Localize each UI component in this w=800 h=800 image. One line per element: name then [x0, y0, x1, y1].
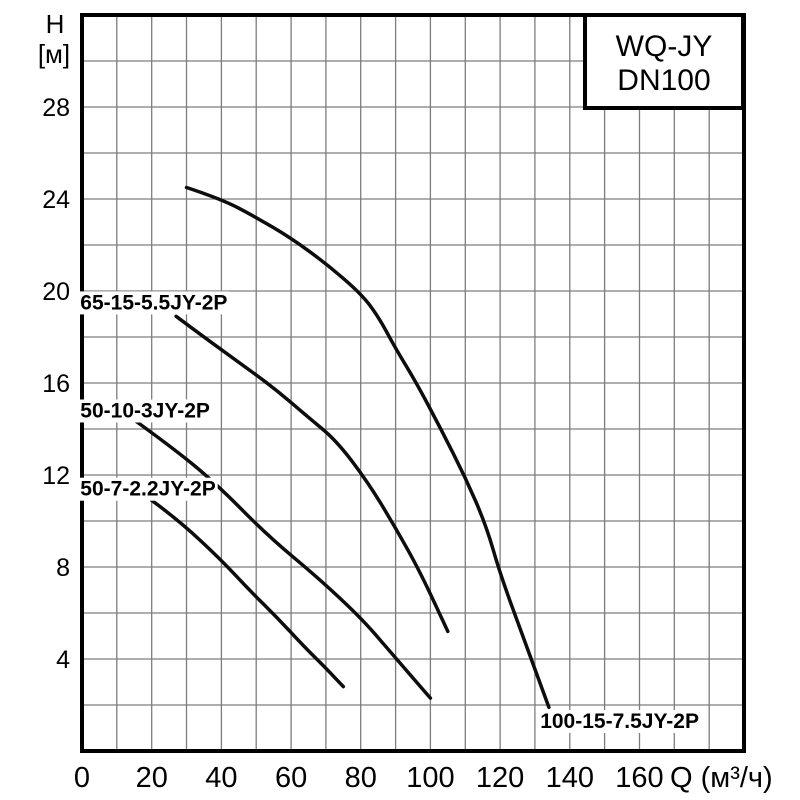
- x-tick-label-40: 40: [205, 762, 237, 794]
- x-tick-label-140: 140: [546, 762, 594, 794]
- title-line-1: WQ-JY: [616, 30, 713, 63]
- plot-border: [80, 13, 746, 753]
- y-tick-label-20: 20: [42, 278, 70, 306]
- curve-100-15-7.5JY-2P: [184, 185, 551, 710]
- curve-50-7-2.2JY-2P: [149, 498, 346, 689]
- y-axis-unit: [м]: [38, 39, 70, 69]
- curve-label-background: [78, 399, 212, 423]
- y-tick-label-12: 12: [42, 462, 70, 490]
- y-tick-label-8: 8: [56, 554, 70, 582]
- x-tick-label-20: 20: [136, 762, 168, 794]
- curve-label-65-15-5.5JY-2P: 65-15-5.5JY-2P: [80, 291, 227, 314]
- y-tick-label-24: 24: [42, 186, 70, 214]
- x-tick-label-160: 160: [615, 762, 663, 794]
- y-tick-label-4: 4: [56, 646, 70, 674]
- curve-65-15-5.5JY-2P: [174, 314, 450, 634]
- x-axis-title: Q (м³/ч): [670, 762, 773, 794]
- curve-label-100-15-7.5JY-2P: 100-15-7.5JY-2P: [540, 710, 699, 733]
- x-tick-label-120: 120: [476, 762, 524, 794]
- curve-label-background: [78, 291, 230, 315]
- y-tick-label-16: 16: [42, 370, 70, 398]
- y-axis-title: H: [46, 9, 65, 39]
- title-box: [583, 13, 745, 110]
- y-tick-label-28: 28: [42, 94, 70, 122]
- curve-label-50-10-3JY-2P: 50-10-3JY-2P: [80, 400, 210, 423]
- x-tick-label-100: 100: [406, 762, 454, 794]
- x-tick-label-80: 80: [345, 762, 377, 794]
- curve-50-10-3JY-2P: [129, 415, 433, 700]
- curve-label-background: [78, 477, 218, 501]
- curve-label-background: [538, 710, 701, 733]
- curve-label-50-7-2.2JY-2P: 50-7-2.2JY-2P: [80, 478, 215, 501]
- x-tick-label-60: 60: [275, 762, 307, 794]
- x-tick-label-0: 0: [74, 762, 90, 794]
- title-line-2: DN100: [617, 64, 710, 97]
